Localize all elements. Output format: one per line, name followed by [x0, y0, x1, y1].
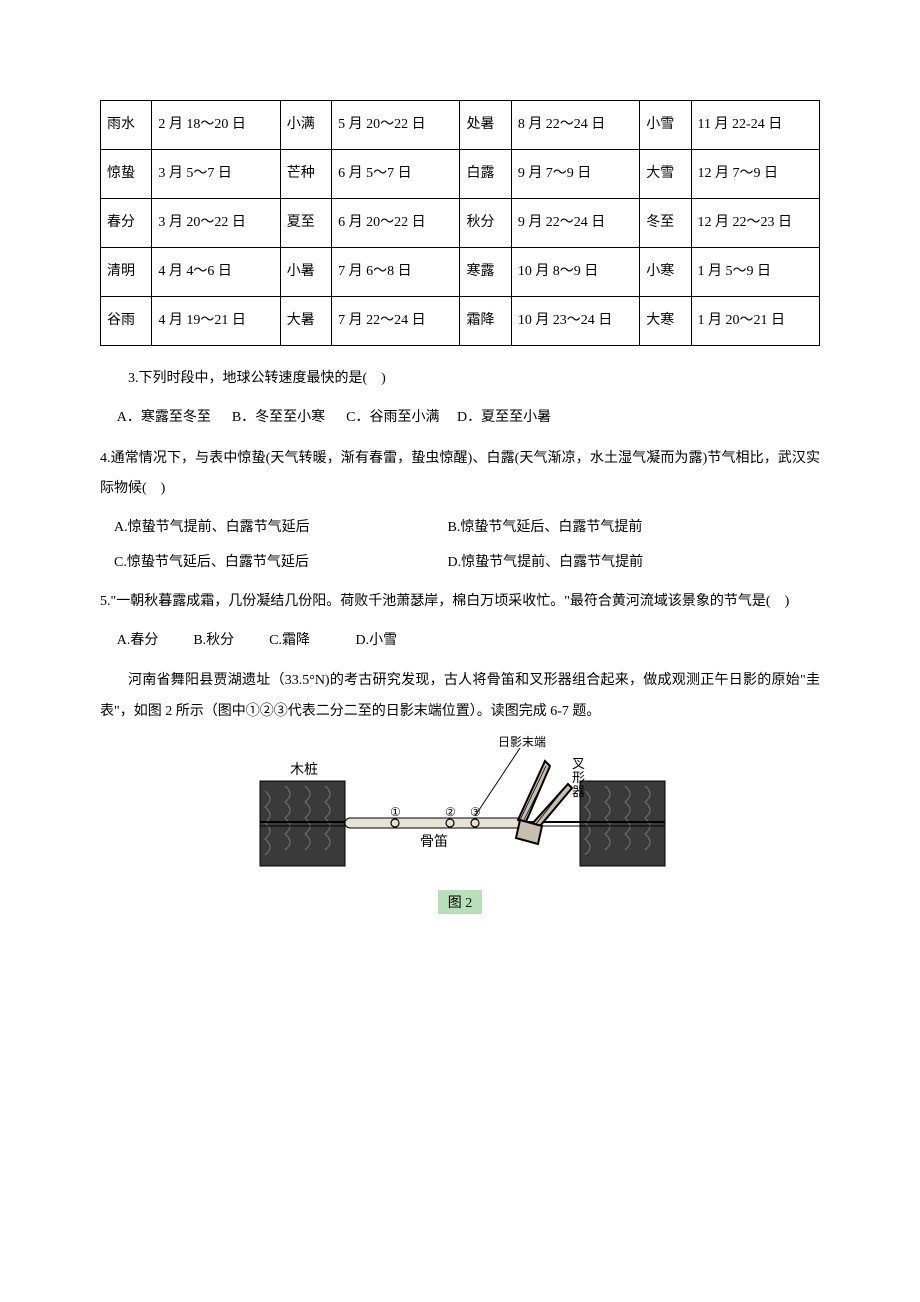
label-shadow-end: 日影末端	[498, 735, 546, 749]
table-cell: 大雪	[640, 150, 691, 199]
gui-biao-diagram: 木桩 骨笛 叉 形 器 日影末端 ① ② ③	[250, 726, 670, 886]
table-cell: 12 月 7～9 日	[691, 150, 819, 199]
table-cell: 冬至	[640, 199, 691, 248]
table-cell: 大暑	[280, 297, 331, 346]
q3-options: A．寒露至冬至 B．冬至至小寒 C．谷雨至小满 D．夏至至小暑	[100, 403, 820, 434]
mark-3: ③	[470, 805, 481, 819]
table-cell: 8 月 22～24 日	[511, 101, 639, 150]
table-cell: 秋分	[460, 199, 511, 248]
table-cell: 霜降	[460, 297, 511, 346]
table-cell: 惊蛰	[101, 150, 152, 199]
table-cell: 7 月 22～24 日	[332, 297, 460, 346]
label-stake: 木桩	[290, 761, 318, 778]
table-cell: 3 月 20～22 日	[152, 199, 280, 248]
table-cell: 春分	[101, 199, 152, 248]
table-cell: 小暑	[280, 248, 331, 297]
table-cell: 处暑	[460, 101, 511, 150]
figure-2: 木桩 骨笛 叉 形 器 日影末端 ① ② ③ 图 2	[100, 726, 820, 914]
table-cell: 清明	[101, 248, 152, 297]
table-cell: 6 月 5～7 日	[332, 150, 460, 199]
table-cell: 小寒	[640, 248, 691, 297]
figure-caption: 图 2	[438, 890, 483, 914]
label-flute: 骨笛	[420, 834, 448, 850]
table-cell: 10 月 23～24 日	[511, 297, 639, 346]
label-fork-1: 叉	[572, 756, 585, 771]
table-cell: 12 月 22～23 日	[691, 199, 819, 248]
table-cell: 9 月 22～24 日	[511, 199, 639, 248]
table-cell: 小满	[280, 101, 331, 150]
q3-stem: 3.下列时段中，地球公转速度最快的是( )	[100, 364, 820, 395]
table-cell: 4 月 4～6 日	[152, 248, 280, 297]
table-cell: 2 月 18～20 日	[152, 101, 280, 150]
table-cell: 4 月 19～21 日	[152, 297, 280, 346]
q4-optB: B.惊蛰节气延后、白露节气提前	[448, 520, 643, 535]
table-cell: 雨水	[101, 101, 152, 150]
table-cell: 白露	[460, 150, 511, 199]
table-cell: 夏至	[280, 199, 331, 248]
table-cell: 寒露	[460, 248, 511, 297]
passage-q6-7: 河南省舞阳县贾湖遗址（33.5°N)的考古研究发现，古人将骨笛和叉形器组合起来，…	[100, 666, 820, 728]
q4-options-row1: A.惊蛰节气提前、白露节气延后 B.惊蛰节气延后、白露节气提前	[100, 513, 820, 544]
label-fork-2: 形	[572, 770, 585, 785]
table-cell: 10 月 8～9 日	[511, 248, 639, 297]
table-cell: 大寒	[640, 297, 691, 346]
table-cell: 1 月 20～21 日	[691, 297, 819, 346]
table-cell: 11 月 22-24 日	[691, 101, 819, 150]
mark-2: ②	[445, 805, 456, 819]
table-cell: 9 月 7～9 日	[511, 150, 639, 199]
q4-options-row2: C.惊蛰节气延后、白露节气延后 D.惊蛰节气提前、白露节气提前	[100, 548, 820, 579]
q4-optC: C.惊蛰节气延后、白露节气延后	[114, 548, 444, 579]
table-cell: 6 月 20～22 日	[332, 199, 460, 248]
table-cell: 小雪	[640, 101, 691, 150]
solar-terms-table: 雨水2 月 18～20 日小满5 月 20～22 日处暑8 月 22～24 日小…	[100, 100, 820, 346]
table-cell: 5 月 20～22 日	[332, 101, 460, 150]
q4-optD: D.惊蛰节气提前、白露节气提前	[448, 555, 644, 570]
q4-stem: 4.通常情况下，与表中惊蛰(天气转暖，渐有春雷，蛰虫惊醒)、白露(天气渐凉，水土…	[100, 444, 820, 506]
q4-optA: A.惊蛰节气提前、白露节气延后	[114, 513, 444, 544]
q5-options: A.春分 B.秋分 C.霜降 D.小雪	[100, 626, 820, 657]
table-cell: 7 月 6～8 日	[332, 248, 460, 297]
table-cell: 芒种	[280, 150, 331, 199]
table-cell: 3 月 5～7 日	[152, 150, 280, 199]
table-cell: 1 月 5～9 日	[691, 248, 819, 297]
mark-1: ①	[390, 805, 401, 819]
q5-stem: 5."一朝秋暮露成霜，几份凝结几份阳。荷败千池萧瑟岸，棉白万顷采收忙。"最符合黄…	[100, 587, 820, 618]
label-fork-3: 器	[572, 784, 585, 799]
table-cell: 谷雨	[101, 297, 152, 346]
